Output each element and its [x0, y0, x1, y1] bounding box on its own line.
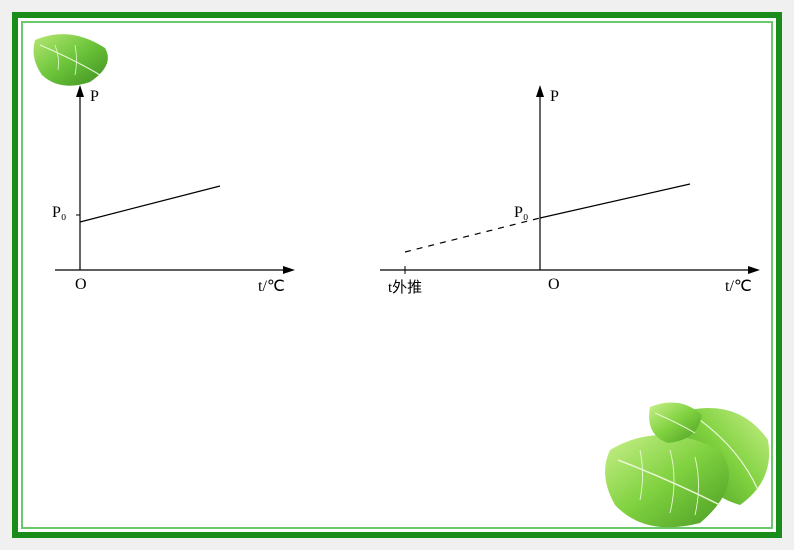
- chart-right-p0-label: P₀: [514, 204, 528, 222]
- chart-right-x-arrow: [748, 266, 760, 274]
- chart-right-textrap-label: t外推: [388, 276, 422, 297]
- chart-right-y-label: P: [550, 88, 559, 106]
- chart-right: [0, 0, 794, 550]
- chart-right-y-arrow: [536, 85, 544, 97]
- chart-right-dashed-line: [405, 218, 540, 252]
- chart-right-origin-label: O: [548, 276, 560, 294]
- chart-right-x-label: t/℃: [725, 276, 752, 296]
- chart-right-data-line: [540, 184, 690, 218]
